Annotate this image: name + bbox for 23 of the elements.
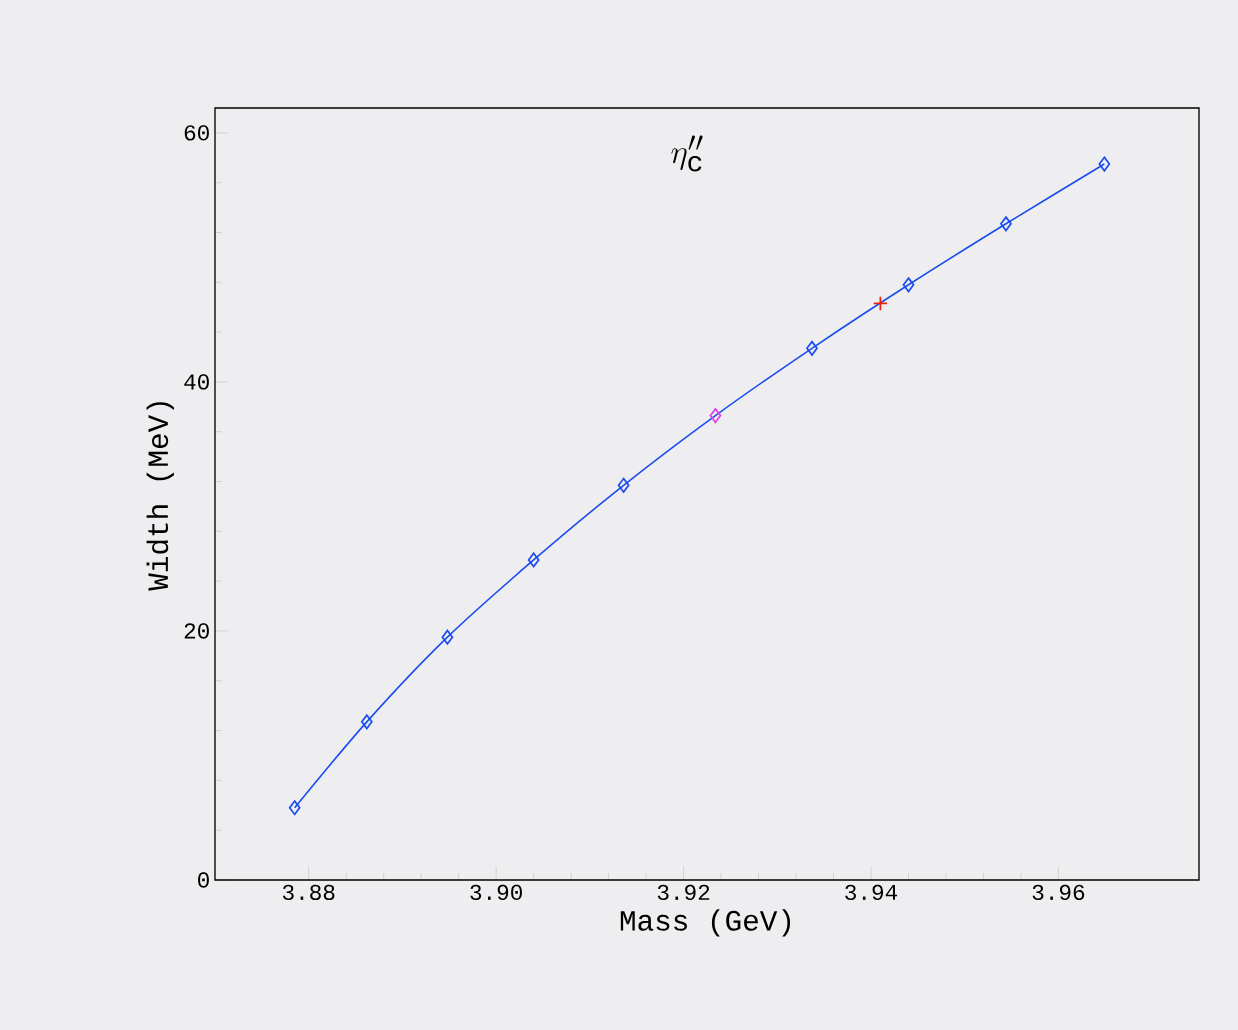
point	[360, 714, 373, 730]
x-tick-label: 3.94	[845, 884, 898, 901]
point	[872, 295, 888, 312]
y-axis-title: Width (MeV)	[146, 402, 174, 591]
point	[527, 552, 540, 568]
point	[1098, 156, 1111, 172]
y-tick-label: 40	[184, 374, 209, 390]
y-tick-label: 20	[184, 623, 209, 639]
point	[288, 800, 301, 816]
point	[617, 477, 630, 493]
y-tick-label: 60	[184, 125, 209, 141]
point	[709, 408, 722, 424]
point	[806, 340, 818, 356]
x-tick-label: 3.92	[657, 884, 710, 901]
point	[1000, 216, 1012, 232]
text: $\eta''_{\mathrm{c}}$	[671, 135, 703, 172]
point	[441, 629, 454, 645]
x-tick-label: 3.96	[1032, 884, 1085, 901]
y-tick-label: 0	[198, 872, 209, 888]
point	[902, 277, 915, 293]
x-tick-label: 3.90	[470, 884, 522, 901]
x-tick-label: 3.88	[282, 884, 335, 901]
x-axis-title: Mass (GeV)	[620, 909, 791, 937]
